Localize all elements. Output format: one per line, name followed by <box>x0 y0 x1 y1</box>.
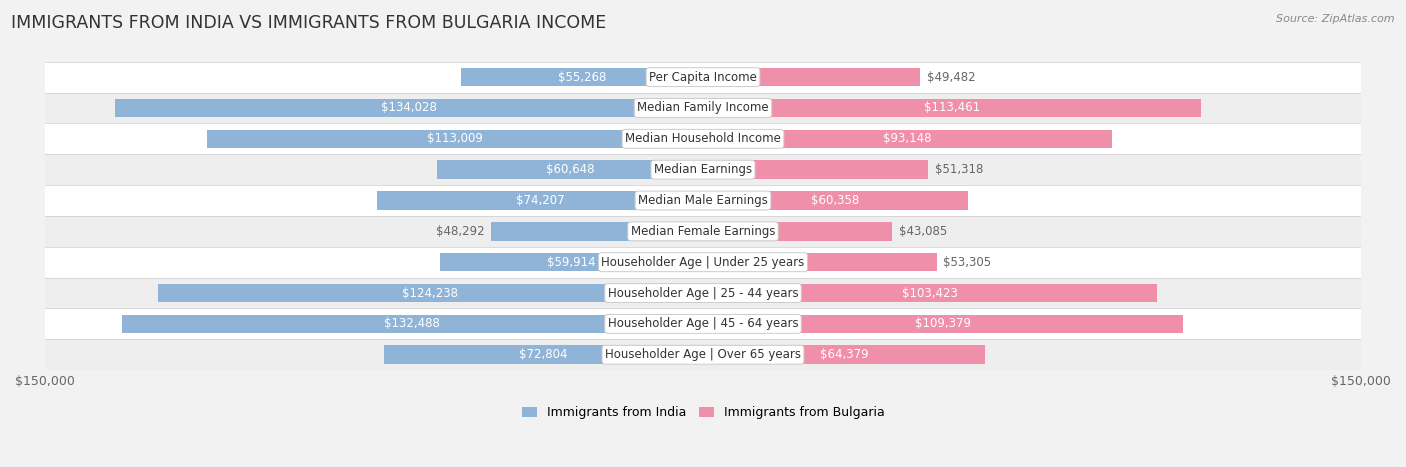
Bar <box>491 222 703 241</box>
Bar <box>703 222 891 241</box>
Bar <box>703 191 967 210</box>
Bar <box>440 253 703 271</box>
Bar <box>384 346 703 364</box>
Text: Householder Age | Under 25 years: Householder Age | Under 25 years <box>602 256 804 269</box>
Bar <box>437 160 703 179</box>
Text: Median Earnings: Median Earnings <box>654 163 752 176</box>
Text: $59,914: $59,914 <box>547 256 596 269</box>
Text: $43,085: $43,085 <box>898 225 946 238</box>
Bar <box>45 62 1361 92</box>
Bar <box>45 309 1361 340</box>
Text: $134,028: $134,028 <box>381 101 437 114</box>
Text: $60,358: $60,358 <box>811 194 859 207</box>
Bar <box>157 284 703 302</box>
Text: $72,804: $72,804 <box>519 348 568 361</box>
Bar <box>45 123 1361 154</box>
Text: $132,488: $132,488 <box>384 318 440 331</box>
Text: $53,305: $53,305 <box>943 256 991 269</box>
Text: $60,648: $60,648 <box>546 163 595 176</box>
Bar <box>122 315 703 333</box>
Bar <box>703 253 936 271</box>
Bar <box>703 99 1201 117</box>
Text: Householder Age | 45 - 64 years: Householder Age | 45 - 64 years <box>607 318 799 331</box>
Bar <box>45 154 1361 185</box>
Bar <box>45 185 1361 216</box>
Text: $64,379: $64,379 <box>820 348 869 361</box>
Bar <box>461 68 703 86</box>
Text: $109,379: $109,379 <box>915 318 972 331</box>
Bar <box>115 99 703 117</box>
Text: $48,292: $48,292 <box>436 225 485 238</box>
Text: $124,238: $124,238 <box>402 287 458 299</box>
Text: Median Male Earnings: Median Male Earnings <box>638 194 768 207</box>
Bar <box>703 284 1157 302</box>
Bar <box>45 216 1361 247</box>
Text: Median Female Earnings: Median Female Earnings <box>631 225 775 238</box>
Bar <box>45 247 1361 278</box>
Text: Householder Age | 25 - 44 years: Householder Age | 25 - 44 years <box>607 287 799 299</box>
Bar <box>703 68 920 86</box>
Bar <box>207 129 703 148</box>
Text: $103,423: $103,423 <box>901 287 957 299</box>
Bar <box>45 278 1361 309</box>
Bar <box>45 92 1361 123</box>
Text: Householder Age | Over 65 years: Householder Age | Over 65 years <box>605 348 801 361</box>
Text: Source: ZipAtlas.com: Source: ZipAtlas.com <box>1277 14 1395 24</box>
Text: Median Household Income: Median Household Income <box>626 132 780 145</box>
Text: $93,148: $93,148 <box>883 132 932 145</box>
Bar <box>703 315 1182 333</box>
Text: $113,461: $113,461 <box>924 101 980 114</box>
Text: $51,318: $51,318 <box>935 163 983 176</box>
Text: $74,207: $74,207 <box>516 194 565 207</box>
Text: Per Capita Income: Per Capita Income <box>650 71 756 84</box>
Text: $55,268: $55,268 <box>558 71 606 84</box>
Legend: Immigrants from India, Immigrants from Bulgaria: Immigrants from India, Immigrants from B… <box>522 406 884 419</box>
Text: Median Family Income: Median Family Income <box>637 101 769 114</box>
Bar <box>45 340 1361 370</box>
Text: IMMIGRANTS FROM INDIA VS IMMIGRANTS FROM BULGARIA INCOME: IMMIGRANTS FROM INDIA VS IMMIGRANTS FROM… <box>11 14 606 32</box>
Bar <box>703 129 1112 148</box>
Bar <box>703 160 928 179</box>
Text: $49,482: $49,482 <box>927 71 976 84</box>
Bar <box>377 191 703 210</box>
Text: $113,009: $113,009 <box>427 132 484 145</box>
Bar <box>703 346 986 364</box>
